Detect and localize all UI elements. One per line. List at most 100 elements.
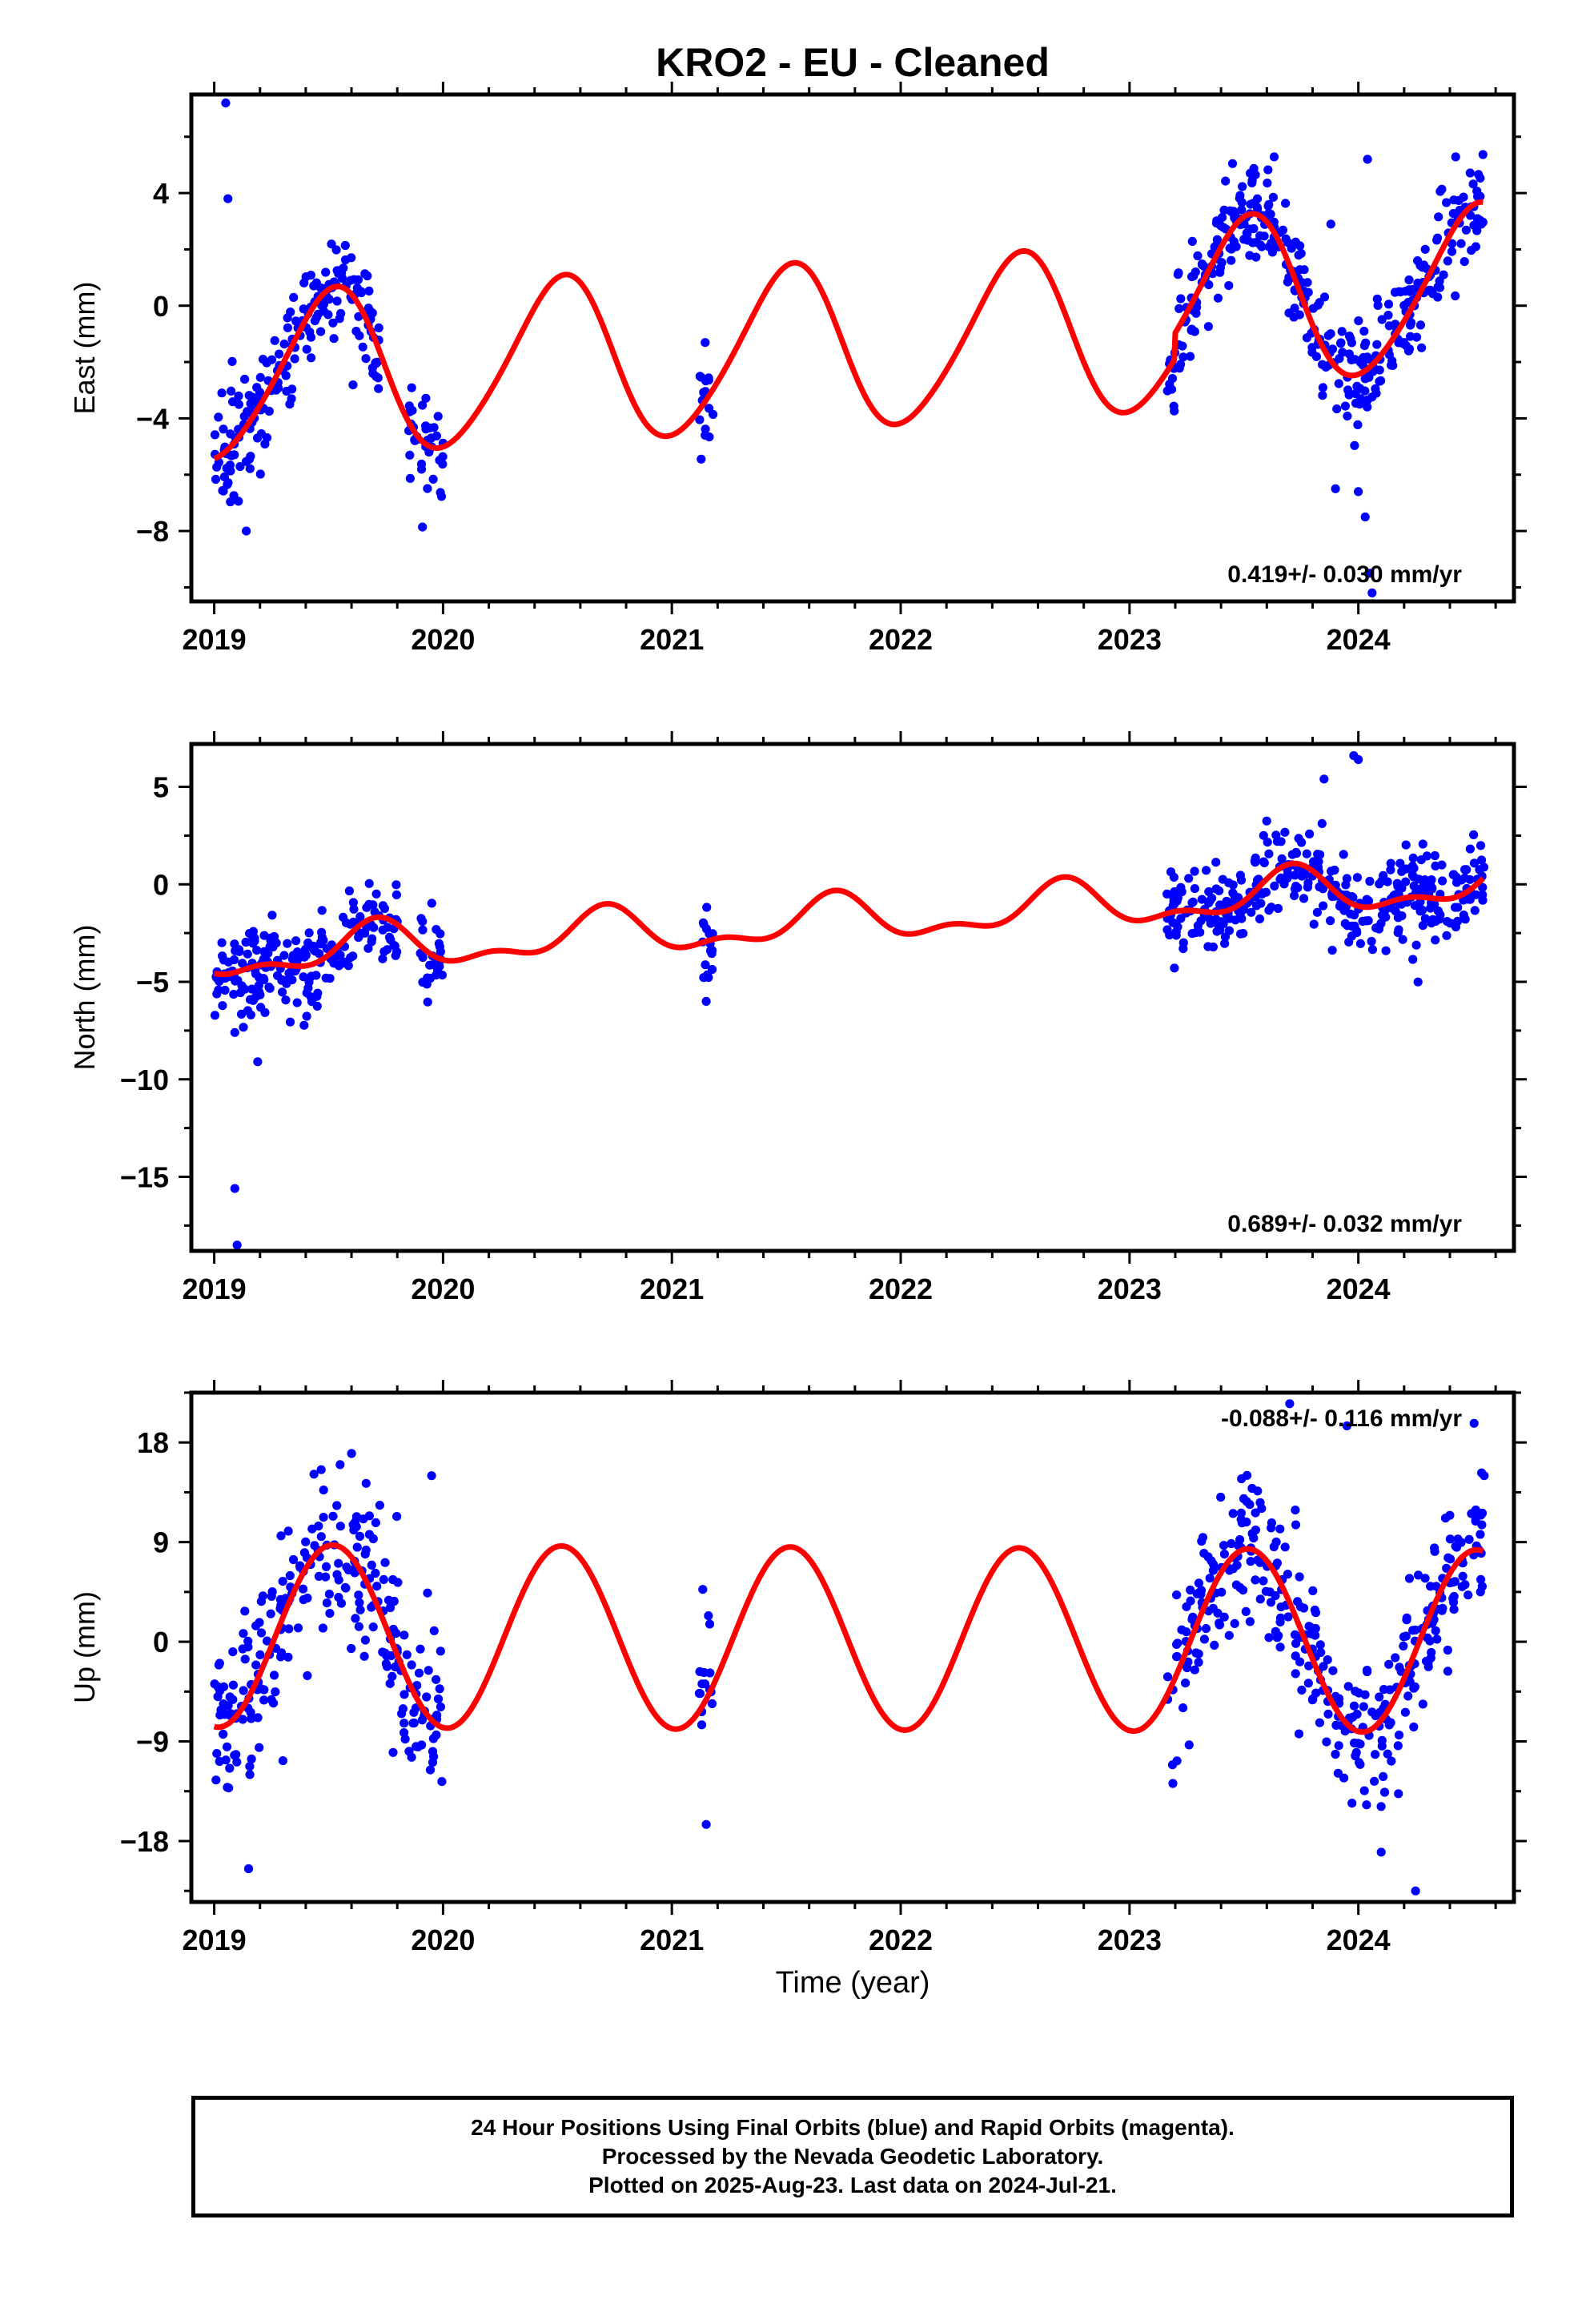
east-point — [407, 383, 416, 392]
up-point — [1280, 1542, 1290, 1552]
east-point — [287, 394, 296, 404]
east-point — [1383, 300, 1394, 309]
footer-box: 24 Hour Positions Using Final Orbits (bl… — [191, 2096, 1514, 2217]
north-point — [304, 928, 314, 938]
up-point — [1190, 1665, 1199, 1675]
north-point — [1256, 899, 1266, 908]
east-point — [421, 424, 431, 434]
up-point — [707, 1699, 717, 1708]
east-point — [1290, 304, 1299, 313]
up-point — [1307, 1695, 1317, 1705]
up-point — [1411, 1886, 1420, 1896]
up-point — [243, 1864, 254, 1874]
up-point — [1172, 1590, 1182, 1600]
north-point — [339, 912, 348, 922]
up-point — [355, 1598, 364, 1607]
up-point — [258, 1591, 267, 1601]
up-point — [1181, 1679, 1191, 1688]
north-point — [283, 939, 292, 948]
east-point — [279, 340, 289, 349]
north-point — [1469, 830, 1479, 839]
east-point — [1371, 388, 1381, 398]
up-point — [1362, 1800, 1371, 1810]
north-point — [1418, 839, 1427, 849]
up-point — [324, 1590, 334, 1599]
up-point — [1393, 1741, 1403, 1751]
north-point — [217, 938, 227, 947]
up-point — [1328, 1666, 1338, 1675]
up-point — [319, 1513, 328, 1522]
east-point — [1344, 332, 1355, 341]
up-fit-curve — [212, 1542, 1485, 1735]
east-point — [1476, 219, 1486, 229]
north-point — [1305, 829, 1315, 838]
up-point — [1245, 1617, 1255, 1626]
up-point — [215, 1659, 224, 1668]
up-point — [1178, 1703, 1188, 1713]
north-point — [279, 951, 289, 960]
east-x-tick-label: 2022 — [869, 623, 933, 656]
east-point — [1308, 304, 1318, 313]
north-point — [270, 931, 279, 942]
north-point — [1222, 896, 1231, 907]
up-point — [283, 1652, 293, 1662]
north-point — [250, 936, 259, 946]
east-point — [1162, 386, 1172, 396]
up-point — [425, 1765, 436, 1775]
east-point — [1219, 223, 1228, 232]
up-point — [225, 1692, 235, 1702]
up-point — [284, 1624, 294, 1634]
up-point — [222, 1742, 232, 1751]
east-point — [258, 355, 268, 364]
east-point — [1435, 283, 1444, 292]
north-point — [281, 995, 291, 1005]
north-point — [1445, 919, 1455, 928]
east-point — [1468, 179, 1478, 189]
east-point — [418, 522, 428, 532]
up-point — [1334, 1741, 1343, 1751]
up-point — [334, 1558, 343, 1568]
up-point — [1291, 1651, 1300, 1661]
up-point — [267, 1587, 277, 1597]
up-point — [299, 1584, 308, 1594]
east-point — [405, 450, 415, 460]
north-point — [1319, 774, 1329, 784]
east-point — [1252, 203, 1262, 212]
north-point — [1202, 866, 1211, 875]
north-point — [349, 904, 359, 914]
north-point — [219, 955, 229, 965]
east-point — [1332, 404, 1342, 414]
east-point — [709, 409, 718, 420]
north-point — [384, 932, 395, 942]
north-point — [1166, 867, 1176, 877]
east-point — [1247, 175, 1257, 186]
up-point — [1377, 1735, 1387, 1745]
north-point — [1476, 841, 1486, 850]
up-point — [422, 1692, 432, 1702]
up-point — [364, 1511, 374, 1521]
north-point — [212, 989, 222, 999]
east-point — [1406, 287, 1415, 296]
north-point — [229, 955, 239, 965]
up-point — [1451, 1542, 1460, 1551]
east-point — [1399, 300, 1409, 311]
up-point — [1216, 1492, 1226, 1502]
north-point — [1442, 931, 1452, 940]
east-point — [1295, 241, 1305, 251]
east-point — [1384, 321, 1394, 331]
north-point — [1299, 894, 1309, 903]
north-point — [1190, 884, 1199, 894]
north-point — [702, 903, 712, 912]
north-point — [1184, 874, 1194, 883]
north-point — [1279, 879, 1289, 889]
north-point — [378, 901, 387, 911]
up-point — [1331, 1720, 1341, 1730]
north-point — [306, 992, 315, 1002]
north-point — [232, 1240, 242, 1250]
east-rate-label: 0.419+/- 0.030 mm/yr — [1227, 561, 1462, 588]
north-point — [334, 961, 343, 971]
east-point — [374, 384, 383, 393]
north-point — [1330, 865, 1339, 875]
up-point — [267, 1695, 276, 1704]
north-point — [1259, 830, 1268, 840]
